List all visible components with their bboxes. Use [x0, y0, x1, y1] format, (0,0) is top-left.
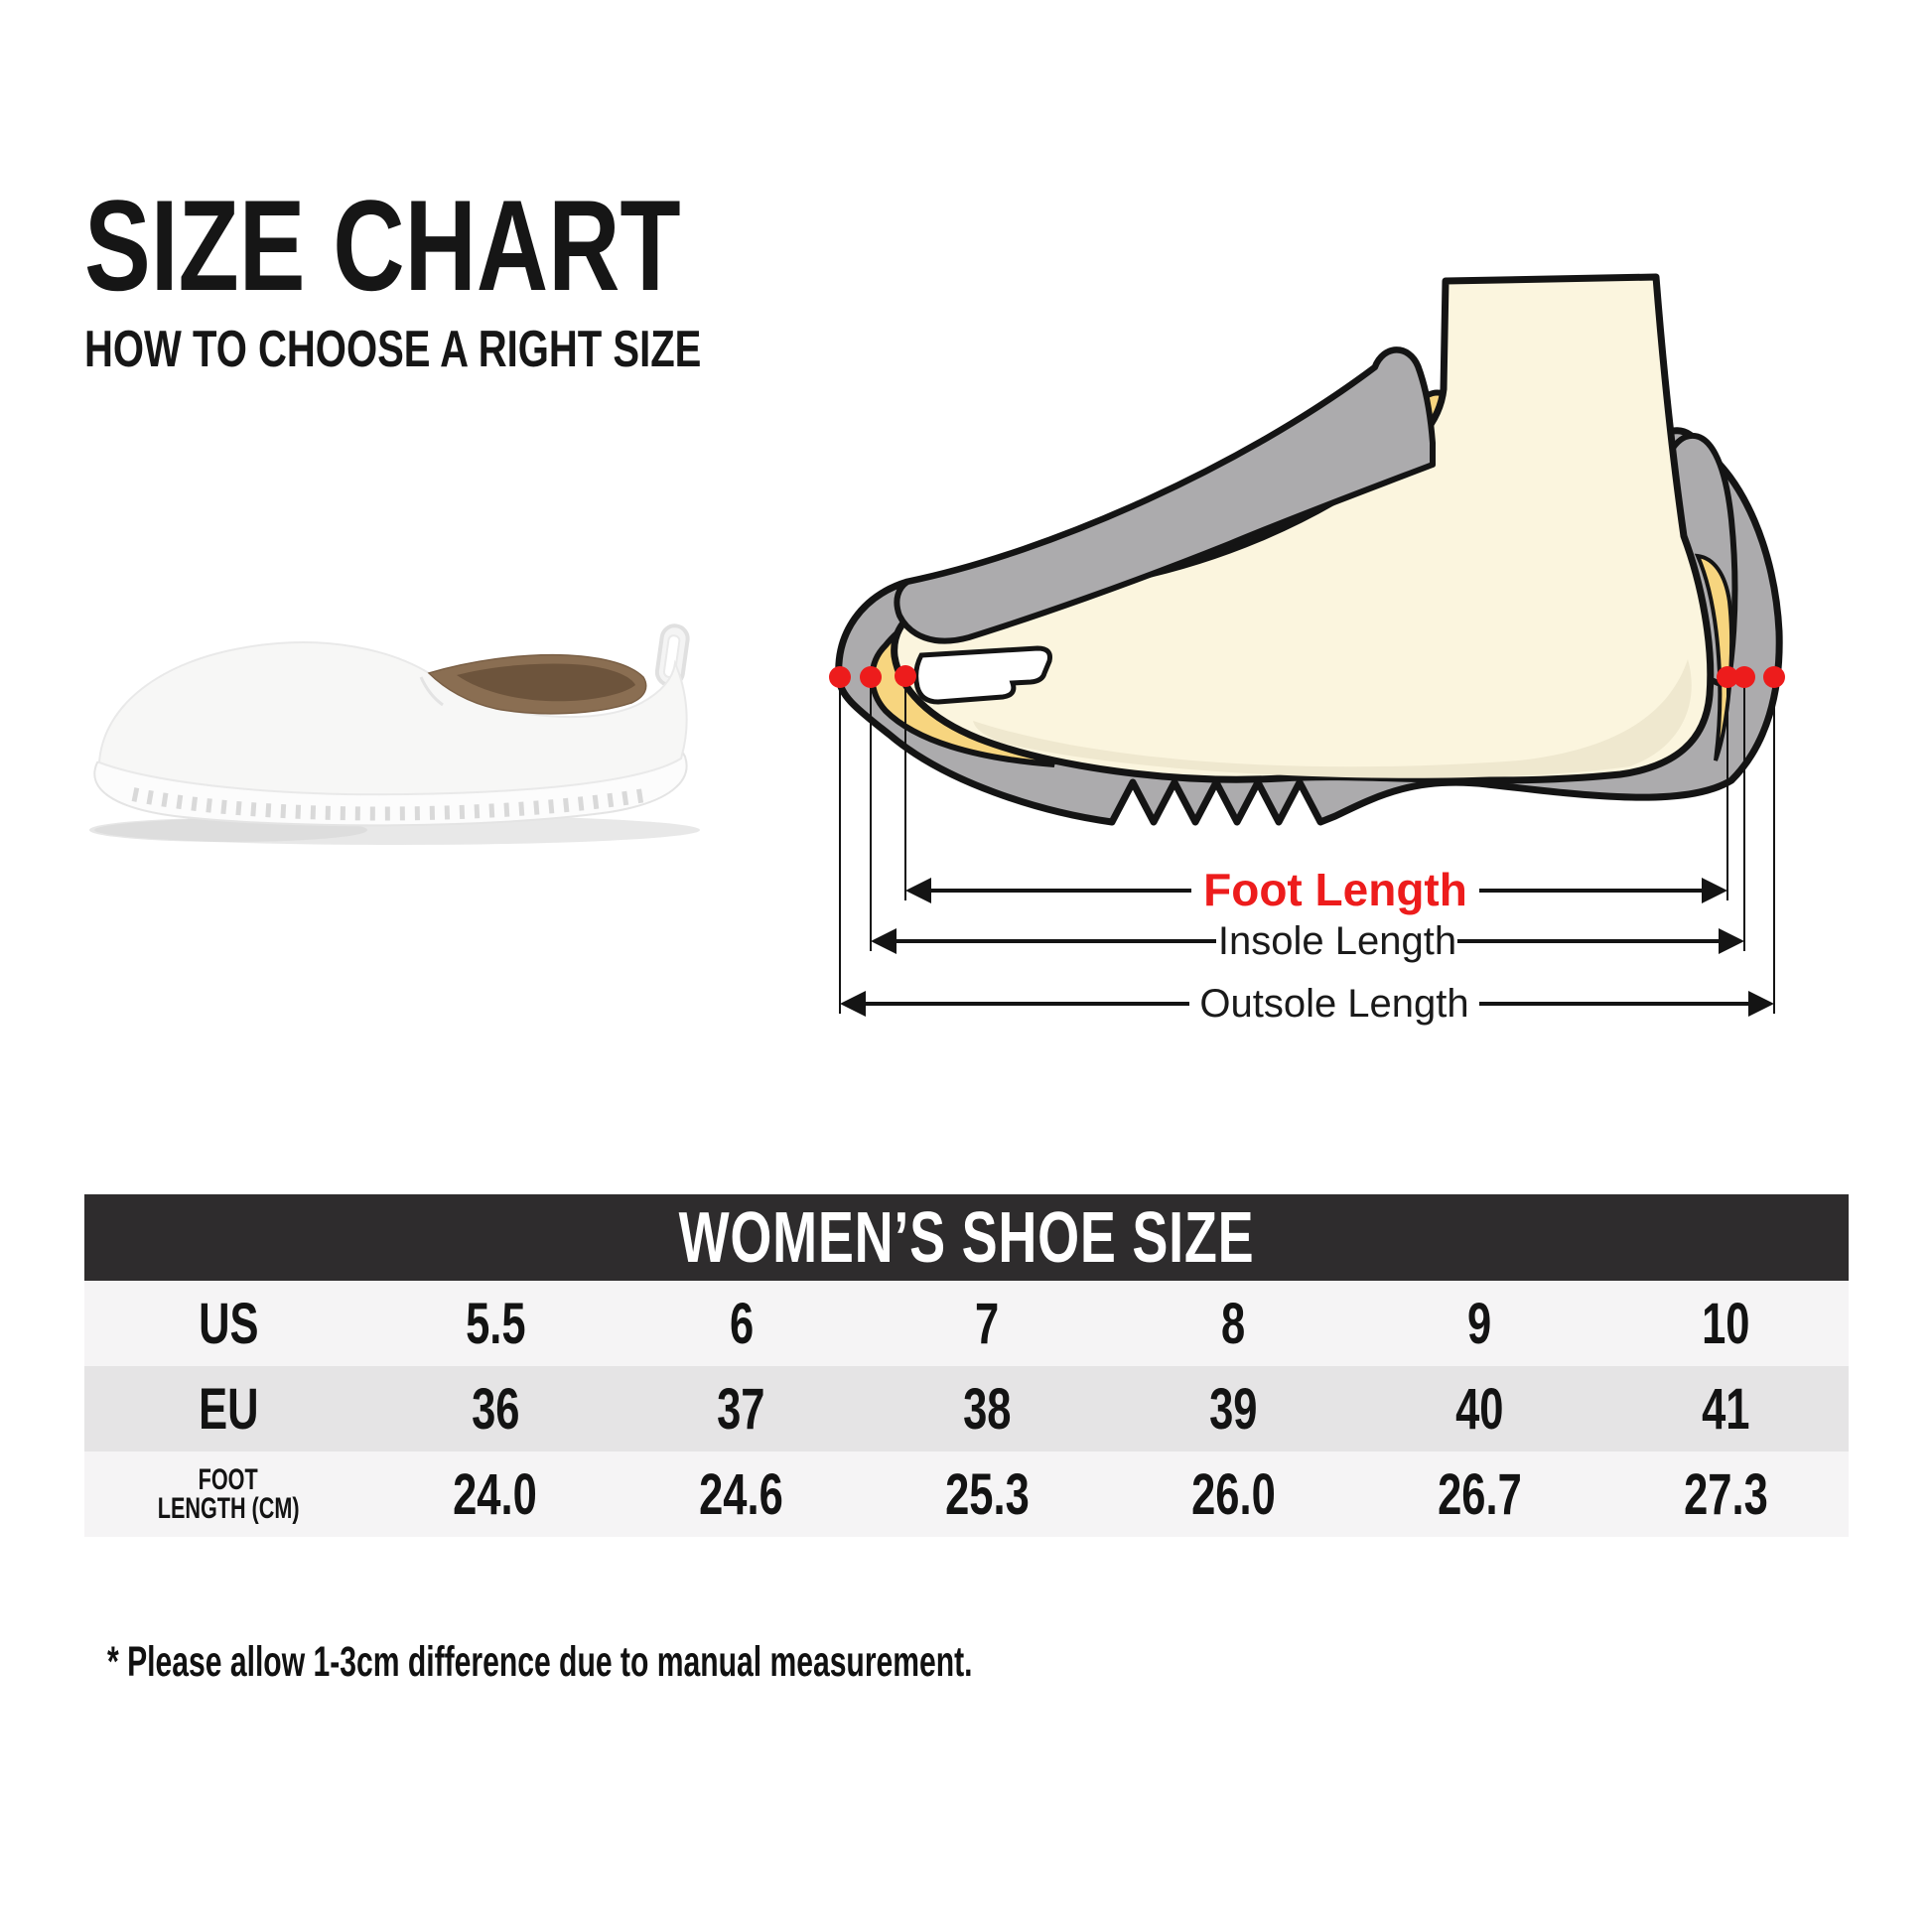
size-table-title: WOMEN’S SHOE SIZE — [678, 1197, 1255, 1278]
row-label: FOOT LENGTH (CM) — [157, 1462, 300, 1525]
shoe-upper — [97, 641, 688, 796]
row-label: US — [198, 1291, 259, 1356]
outsole-length-arrow — [840, 991, 1774, 1017]
page-title: SIZE CHART — [84, 173, 681, 318]
toenail — [913, 645, 1052, 705]
size-cell: 5.5 — [465, 1291, 526, 1356]
size-cell: 41 — [1701, 1376, 1750, 1442]
measure-dots — [829, 665, 1785, 688]
size-cell: 37 — [717, 1376, 765, 1442]
size-cell: 7 — [975, 1291, 1000, 1356]
size-table-header: WOMEN’S SHOE SIZE — [84, 1194, 1849, 1281]
shoe-vamp — [894, 346, 1436, 644]
size-cell: 10 — [1701, 1291, 1750, 1356]
table-row-eu: EU 36 37 38 39 40 41 — [84, 1366, 1849, 1451]
table-row-us: US 5.5 6 7 8 9 10 — [84, 1281, 1849, 1366]
shoe-tread — [131, 787, 653, 821]
outsole-length-label: Outsole Length — [1199, 982, 1468, 1026]
size-cell: 39 — [1209, 1376, 1258, 1442]
size-cell: 26.7 — [1437, 1461, 1522, 1527]
size-cell: 9 — [1467, 1291, 1492, 1356]
size-cell: 24.0 — [453, 1461, 538, 1527]
size-cell: 8 — [1221, 1291, 1246, 1356]
measure-guide-lines — [839, 687, 1775, 1014]
insole-length-arrow — [871, 928, 1744, 954]
page-subtitle: HOW TO CHOOSE A RIGHT SIZE — [84, 320, 702, 378]
foot-outline — [891, 273, 1715, 784]
size-cell: 24.6 — [699, 1461, 784, 1527]
foot-length-arrow — [905, 878, 1727, 903]
foot-measurement-diagram: Foot Length Insole Length Outsole Length — [829, 273, 1785, 1026]
row-label: EU — [198, 1376, 259, 1442]
foot-length-label: Foot Length — [1203, 864, 1467, 915]
product-shoe-image — [89, 623, 700, 845]
size-cell: 38 — [963, 1376, 1012, 1442]
title-block: SIZE CHART HOW TO CHOOSE A RIGHT SIZE — [84, 173, 886, 379]
size-cell: 40 — [1455, 1376, 1504, 1442]
table-row-foot-length: FOOT LENGTH (CM) 24.0 24.6 25.3 26.0 26.… — [84, 1451, 1849, 1537]
insole-length-label: Insole Length — [1218, 919, 1456, 963]
measurement-footnote: * Please allow 1-3cm difference due to m… — [107, 1638, 973, 1686]
size-cell: 26.0 — [1191, 1461, 1276, 1527]
size-cell: 36 — [471, 1376, 520, 1442]
foot-shading — [973, 659, 1692, 778]
size-cell: 25.3 — [945, 1461, 1030, 1527]
insole-heel — [1694, 553, 1734, 761]
size-cell: 27.3 — [1683, 1461, 1768, 1527]
size-cell: 6 — [729, 1291, 754, 1356]
size-table: WOMEN’S SHOE SIZE US 5.5 6 7 8 9 10 EU 3… — [84, 1194, 1849, 1537]
